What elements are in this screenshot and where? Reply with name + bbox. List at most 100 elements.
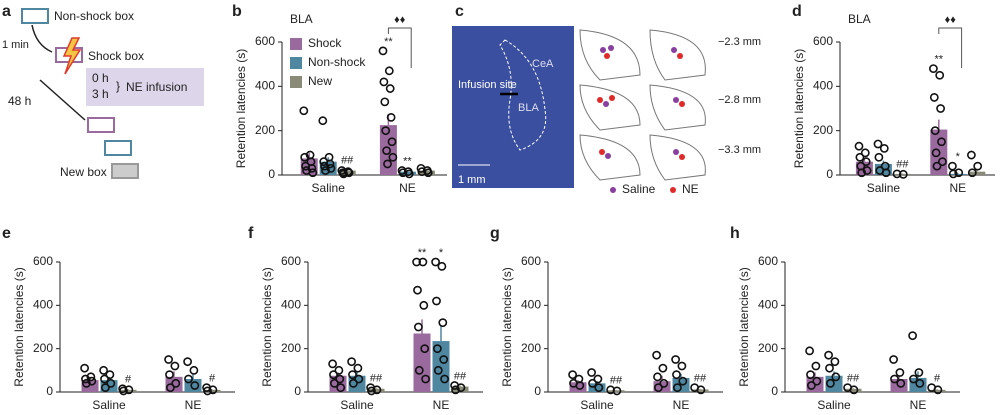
- legend-label: Saline: [622, 182, 656, 196]
- annotation: *: [439, 247, 444, 259]
- data-point: [948, 161, 957, 171]
- data-point: [874, 152, 884, 162]
- infusion-box: [86, 68, 204, 106]
- data-point: [826, 378, 835, 388]
- data-point: [860, 148, 870, 158]
- x-tick-label: Saline: [340, 398, 374, 412]
- data-point: [170, 361, 180, 371]
- arrow: [39, 79, 86, 121]
- data-point: [892, 169, 902, 179]
- bar: [949, 173, 967, 175]
- y-tick-label: 600: [521, 254, 541, 268]
- annotation: ##: [454, 370, 467, 382]
- data-point: [413, 322, 423, 332]
- data-point: [82, 378, 91, 388]
- y-tick-label: 200: [758, 341, 778, 355]
- data-point: [653, 372, 662, 382]
- chart: h Retention latencies (s) 0 200 400 600 Saline…: [730, 225, 960, 412]
- panel-letter: c: [455, 3, 464, 20]
- y-tick-label: 400: [255, 79, 275, 93]
- data-point: [413, 285, 422, 295]
- chart: b Retention latencies (s) 0 200 400 600 Saline…: [232, 3, 447, 195]
- y-tick-label: 400: [813, 79, 833, 93]
- data-point: [677, 361, 687, 371]
- chart-title: BLA: [848, 12, 871, 26]
- bar: [413, 333, 431, 392]
- legend-label: Non-shock: [308, 55, 366, 69]
- data-point: [348, 378, 358, 388]
- y-tick-label: 200: [521, 341, 541, 355]
- panel-letter: e: [2, 225, 11, 242]
- annotation: **: [935, 54, 944, 66]
- annotation: #: [934, 373, 941, 385]
- data-point: [412, 257, 421, 267]
- data-point: [299, 106, 309, 116]
- data-point: [806, 370, 815, 380]
- data-point: [594, 383, 604, 393]
- data-point: [347, 357, 356, 367]
- data-point: [318, 116, 328, 126]
- data-point: [321, 166, 330, 175]
- arrow: [31, 24, 53, 53]
- data-point: [381, 126, 391, 136]
- data-point: [372, 385, 382, 395]
- data-point: [451, 385, 460, 395]
- panel-letter: g: [490, 225, 500, 242]
- label: Non-shock box: [54, 9, 134, 23]
- data-point: [889, 355, 898, 364]
- y-tick-label: 200: [255, 123, 275, 137]
- data-point: [967, 168, 977, 178]
- panel-c: c CeA Infusion site BLA 1 mm −2.3 mm −2.…: [452, 3, 761, 196]
- annotation: #: [209, 373, 216, 385]
- data-point: [87, 376, 97, 386]
- y-tick-label: 400: [521, 298, 541, 312]
- level: −2.8 mm: [718, 94, 761, 106]
- data-point: [183, 357, 192, 367]
- data-point: [119, 386, 128, 396]
- x-tick-label: NE: [399, 181, 416, 195]
- data-point: [879, 143, 889, 153]
- label: BLA: [518, 102, 539, 114]
- bar: [398, 171, 416, 175]
- annotation: ##: [694, 373, 707, 385]
- y-axis-label: Retention latencies (s): [260, 267, 274, 386]
- data-point: [933, 385, 943, 395]
- data-point: [890, 374, 899, 384]
- y-tick-label: 600: [255, 34, 275, 48]
- legend-swatch: [290, 76, 302, 88]
- y-tick-label: 200: [281, 341, 301, 355]
- data-point: [652, 350, 661, 360]
- label: 1 min: [2, 39, 29, 51]
- chart: e Retention latencies (s) 0 200 400 600 Saline…: [2, 225, 235, 412]
- data-point: [807, 381, 816, 390]
- label: CeA: [532, 58, 554, 70]
- y-tick-label: 600: [33, 254, 53, 268]
- data-point: [830, 357, 840, 367]
- bar: [968, 171, 986, 175]
- bar: [691, 389, 709, 392]
- data-point: [938, 157, 947, 167]
- x-tick-label: Saline: [867, 181, 901, 195]
- new-box: [111, 163, 139, 179]
- panel-a: a Non-shock box 1 min Shock box 0 h 3 h …: [2, 3, 204, 179]
- y-tick-label: 400: [33, 298, 53, 312]
- legend-swatch: [670, 187, 676, 193]
- data-point: [334, 365, 344, 375]
- y-tick-label: 400: [758, 298, 778, 312]
- y-tick-label: 0: [771, 384, 778, 398]
- label: Infusion site: [458, 79, 517, 91]
- panel-letter: a: [2, 3, 11, 20]
- data-point: [575, 381, 585, 390]
- data-point: [385, 84, 395, 93]
- level: −2.3 mm: [718, 36, 761, 48]
- data-point: [384, 66, 394, 76]
- data-point: [932, 161, 942, 171]
- legend-label: NE: [682, 182, 699, 196]
- box: [87, 117, 115, 133]
- data-point: [105, 370, 115, 380]
- y-tick-label: 0: [294, 384, 301, 398]
- bracket: [938, 27, 963, 68]
- annotation: **: [418, 247, 427, 259]
- data-point: [165, 370, 174, 380]
- legend-swatch: [290, 38, 302, 50]
